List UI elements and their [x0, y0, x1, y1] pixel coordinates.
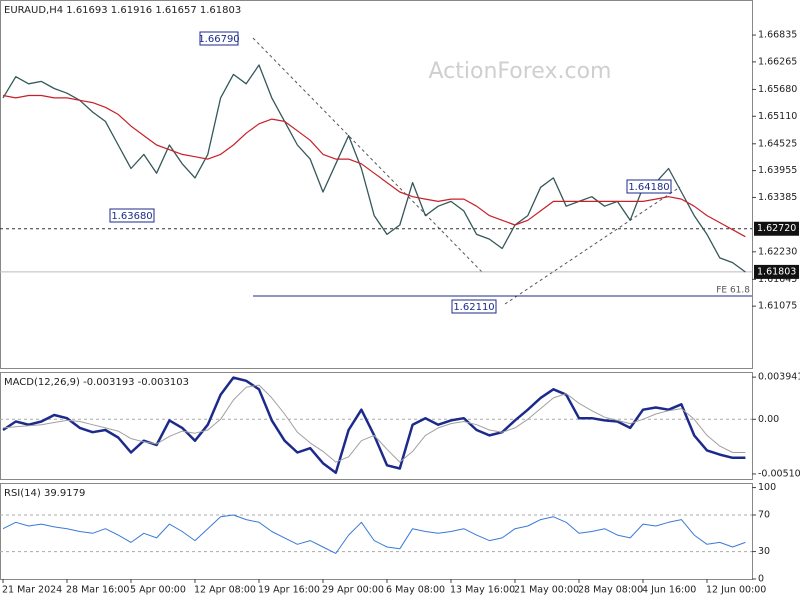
- x-tick-label: 5 Apr 00:00: [130, 585, 186, 596]
- annotation-box: [109, 208, 155, 223]
- price-tag-label: 1.61803: [757, 266, 796, 277]
- price-tag: [754, 221, 799, 236]
- y-tick-label: 100: [758, 482, 776, 493]
- pane-title: EURAUD,H4 1.61693 1.61916 1.61657 1.6180…: [4, 5, 241, 16]
- annotation-box: [451, 299, 497, 314]
- series-line: [2, 384, 746, 463]
- x-tick-label: 21 May 00:00: [514, 585, 579, 596]
- y-tick-label: -0.005103: [758, 468, 800, 479]
- x-tick-label: 13 May 16:00: [450, 585, 515, 596]
- series-line: [2, 514, 746, 554]
- x-tick-label: 28 Mar 16:00: [66, 585, 129, 596]
- fe-label: FE 61.8: [716, 286, 750, 296]
- x-tick-label: 29 Apr 00:00: [322, 585, 384, 596]
- y-tick-label: 0.00: [758, 414, 779, 425]
- price-tag-label: 1.62720: [757, 223, 796, 234]
- x-tick-label: 6 May 08:00: [386, 585, 445, 596]
- pane-title: MACD(12,26,9) -0.003193 -0.003103: [4, 377, 189, 388]
- watermark: ActionForex.com: [429, 59, 612, 84]
- y-tick-label: 1.61075: [758, 301, 797, 312]
- marks: EURAUD,H4 1.61693 1.61916 1.61657 1.6180…: [0, 5, 800, 596]
- y-tick-label: 1.65110: [758, 111, 797, 122]
- macd-pane: [0, 372, 753, 480]
- x-tick-label: 12 Apr 08:00: [194, 585, 256, 596]
- series-line: [2, 64, 746, 273]
- annotation: 1.64180: [628, 182, 669, 193]
- annotation-box: [626, 179, 672, 194]
- y-tick-label: 30: [758, 546, 770, 557]
- y-tick-label: 1.65680: [758, 84, 797, 95]
- rsi-pane: [0, 483, 753, 580]
- annotation: 1.66790: [198, 34, 239, 45]
- y-tick-label: 0: [758, 574, 764, 585]
- y-tick-label: 1.62230: [758, 246, 797, 257]
- trend-line: [252, 37, 483, 273]
- trend-line: [504, 186, 681, 305]
- y-tick-label: 1.66265: [758, 56, 797, 67]
- x-tick-label: 19 Apr 16:00: [258, 585, 320, 596]
- y-tick-label: 1.66835: [758, 30, 797, 41]
- y-tick-label: 70: [758, 510, 770, 521]
- y-tick-label: 1.61645: [758, 274, 797, 285]
- y-tick-label: 1.64525: [758, 138, 797, 149]
- y-tick-label: 1.63385: [758, 192, 797, 203]
- x-tick-label: 28 May 08:00: [578, 585, 643, 596]
- annotation: 1.62110: [453, 302, 494, 313]
- price-pane: [0, 0, 753, 369]
- y-tick-label: 0.003941: [758, 372, 800, 383]
- y-tick-label: 1.63955: [758, 165, 797, 176]
- series-line: [2, 94, 746, 238]
- x-tick-label: 4 Jun 16:00: [642, 585, 696, 596]
- x-tick-label: 12 Jun 00:00: [706, 585, 766, 596]
- pane-title: RSI(14) 39.9179: [4, 488, 85, 499]
- x-tick-label: 21 Mar 2024: [2, 585, 62, 596]
- annotation-box: [199, 31, 239, 46]
- annotation: 1.63680: [111, 211, 152, 222]
- price-tag: [754, 264, 799, 279]
